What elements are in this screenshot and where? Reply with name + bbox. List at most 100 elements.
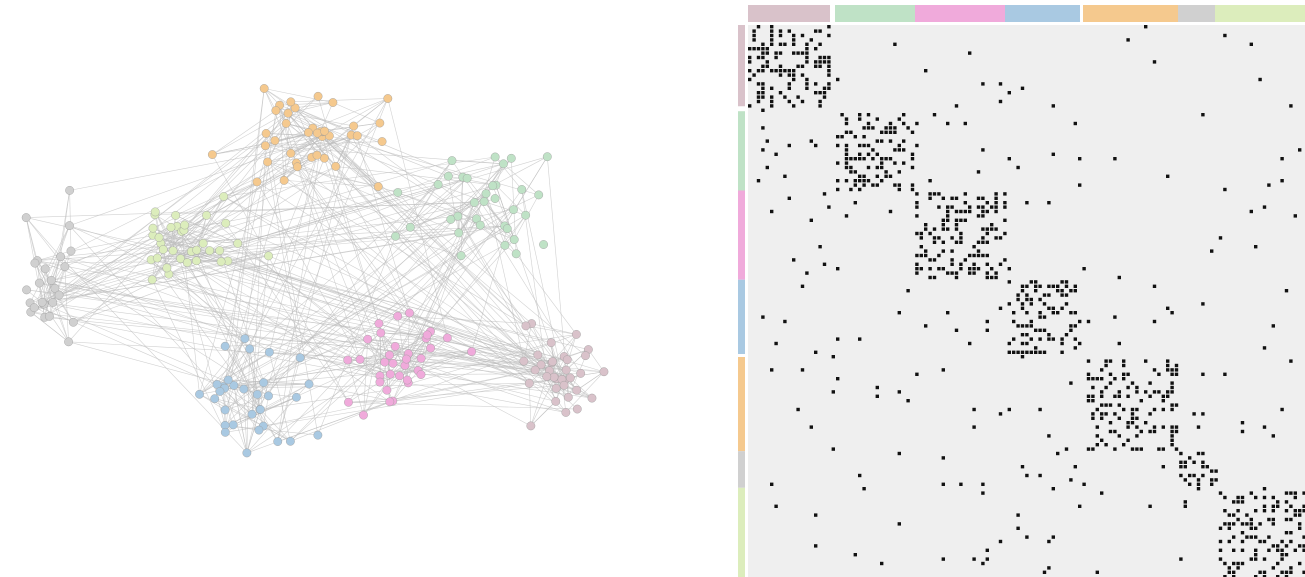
edge (224, 88, 265, 389)
matrix-cell (1051, 152, 1055, 156)
edge (290, 400, 393, 442)
matrix-cell (928, 267, 932, 271)
matrix-cell (1113, 315, 1117, 319)
matrix-cell (888, 121, 893, 126)
matrix-cell (1232, 513, 1236, 517)
matrix-cell (1056, 284, 1060, 288)
edge (224, 383, 530, 389)
matrix-cell (946, 121, 950, 126)
matrix-cell (748, 77, 752, 82)
matrix-cell (774, 504, 778, 508)
matrix-cell (818, 99, 822, 104)
matrix-cell (1227, 566, 1231, 570)
matrix-cell (1240, 421, 1245, 425)
matrix-cell (1100, 412, 1104, 416)
node (286, 148, 296, 158)
node (456, 251, 466, 261)
matrix-cell (888, 126, 893, 130)
matrix-cell (1148, 394, 1152, 398)
matrix-cell (1267, 517, 1271, 522)
edge (348, 400, 393, 403)
matrix-cell (1293, 513, 1297, 517)
matrix-cell (998, 99, 1003, 104)
cluster-bars (738, 5, 1305, 577)
matrix-cell (1280, 407, 1284, 412)
matrix-cell (849, 170, 853, 174)
matrix-cell (778, 73, 783, 77)
matrix-cell (1280, 539, 1284, 544)
matrix-cell (866, 121, 871, 126)
edge (34, 262, 54, 303)
node (587, 393, 597, 403)
matrix-cell (941, 557, 945, 561)
edge (485, 193, 506, 246)
matrix-cell (915, 143, 919, 148)
node (442, 333, 452, 343)
matrix-cell (1298, 509, 1302, 513)
matrix-cell (1201, 302, 1205, 306)
matrix-cell (1223, 495, 1227, 500)
node (220, 405, 230, 415)
matrix-cell (1144, 359, 1148, 363)
matrix-cell (1038, 297, 1042, 302)
matrix-cell (1038, 350, 1042, 354)
edge (380, 332, 428, 336)
edge (29, 225, 70, 304)
matrix-cell (1262, 495, 1267, 500)
matrix-cell (1060, 306, 1064, 310)
edge (42, 225, 505, 303)
matrix-cell (994, 236, 998, 240)
matrix-cell (1003, 205, 1007, 209)
matrix-cell (783, 174, 787, 178)
edge (397, 192, 563, 380)
edge (322, 136, 539, 356)
matrix-cell (924, 253, 928, 258)
matrix-cell (1192, 412, 1196, 416)
matrix-cell (972, 407, 976, 412)
node (279, 175, 289, 185)
edge (410, 202, 475, 228)
matrix-cell (1302, 504, 1305, 508)
matrix-cell (827, 25, 831, 29)
matrix-cell (1091, 416, 1095, 420)
node (446, 214, 456, 224)
matrix-cell (950, 249, 954, 253)
matrix-cell (748, 69, 752, 73)
matrix-cell (910, 183, 915, 187)
edge (58, 257, 158, 296)
matrix-cell (1148, 381, 1152, 385)
matrix-cell (1170, 438, 1174, 442)
matrix-cell (814, 350, 818, 354)
matrix-cell (827, 64, 831, 68)
edge (244, 110, 277, 339)
matrix-cell (1258, 522, 1262, 526)
matrix-cell (880, 179, 884, 183)
matrix-cell (1152, 319, 1157, 324)
matrix-cell (1042, 302, 1047, 306)
matrix-cell (893, 161, 897, 165)
matrix-cell (941, 368, 945, 372)
matrix-cell (1051, 306, 1055, 310)
edge (206, 215, 385, 363)
matrix-cell (906, 289, 910, 293)
node (313, 91, 323, 101)
edge (406, 358, 566, 413)
node (447, 156, 457, 166)
matrix-cell (915, 201, 919, 205)
matrix-cell (1240, 429, 1245, 434)
matrix-cell (910, 187, 915, 192)
edge (458, 177, 464, 233)
node (454, 228, 464, 238)
edge (30, 311, 69, 343)
matrix-cell (1280, 157, 1284, 161)
matrix-cell (1047, 333, 1051, 337)
matrix-cell (1029, 302, 1033, 306)
node (382, 385, 392, 395)
matrix-cell (1064, 284, 1069, 288)
matrix-cell (880, 130, 884, 134)
matrix-cell (1289, 504, 1293, 508)
matrix-cell (1012, 350, 1016, 354)
edge (52, 266, 66, 303)
matrix-cell (1082, 482, 1086, 486)
matrix-cell (968, 205, 972, 209)
